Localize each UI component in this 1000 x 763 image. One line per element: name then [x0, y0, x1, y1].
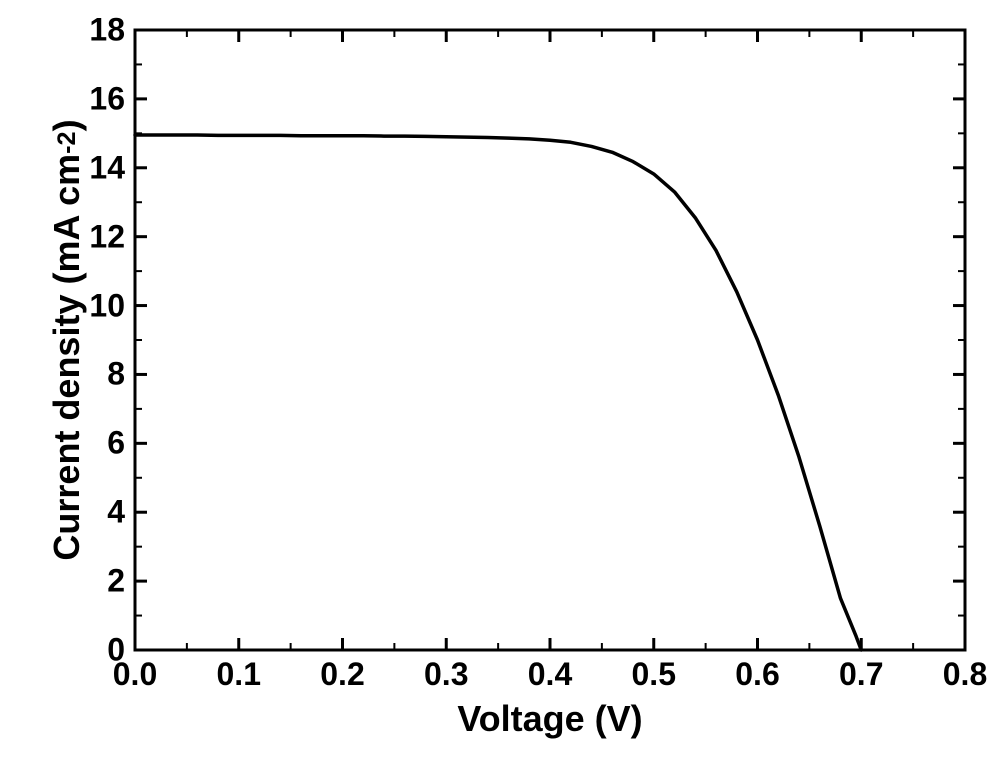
y-tick-label: 14 [89, 149, 125, 186]
y-tick-label: 8 [107, 356, 125, 393]
y-tick-label: 4 [107, 494, 125, 531]
y-tick-label: 12 [89, 218, 125, 255]
x-tick-label: 0.4 [528, 656, 572, 693]
y-tick-label: 10 [89, 287, 125, 324]
x-tick-label: 0.8 [943, 656, 987, 693]
y-tick-label: 6 [107, 425, 125, 462]
y-tick-label: 16 [89, 80, 125, 117]
x-tick-label: 0.5 [632, 656, 676, 693]
plot-area [135, 30, 965, 650]
y-tick-label: 18 [89, 12, 125, 49]
x-tick-label: 0.6 [735, 656, 779, 693]
x-tick-label: 0.2 [320, 656, 364, 693]
x-axis-label: Voltage (V) [430, 698, 670, 740]
plot-svg [135, 30, 965, 650]
x-tick-label: 0.7 [839, 656, 883, 693]
y-axis-label: Current density (mA cm-2) [45, 60, 89, 620]
y-tick-label: 0 [107, 632, 125, 669]
y-tick-label: 2 [107, 563, 125, 600]
x-tick-label: 0.1 [217, 656, 261, 693]
jv-curve-figure: Current density (mA cm-2) Voltage (V) 0.… [0, 0, 1000, 763]
x-tick-label: 0.3 [424, 656, 468, 693]
